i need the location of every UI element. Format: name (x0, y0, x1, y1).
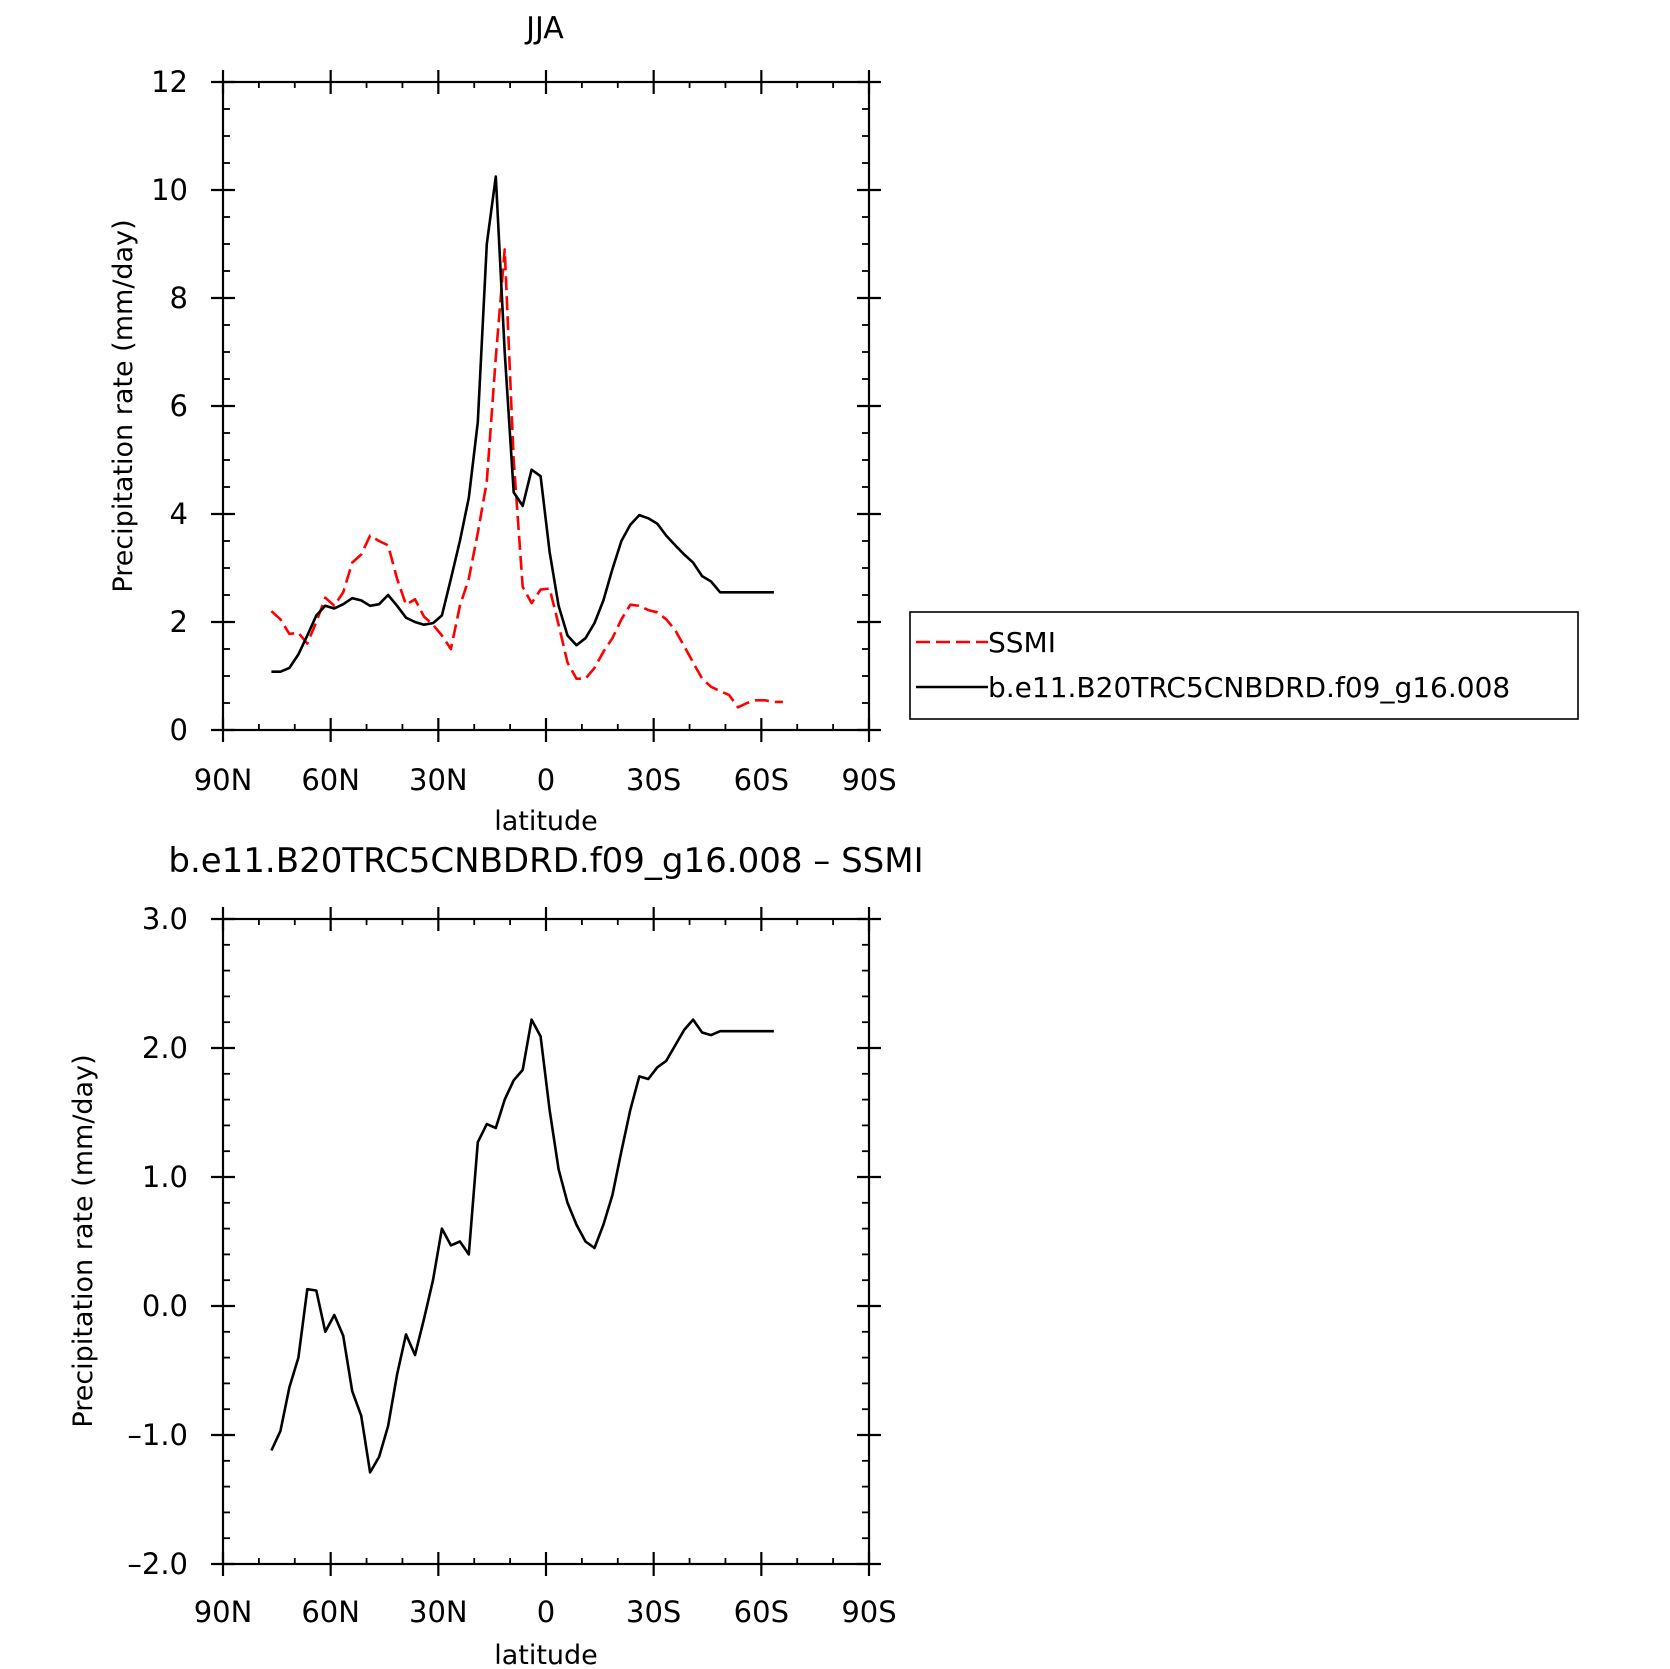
top-y-tick-label: 0 (170, 713, 188, 747)
bottom-panel: b.e11.B20TRC5CNBDRD.f09_g16.008 – SSMI 9… (68, 841, 924, 1669)
top-y-tick-label: 4 (170, 497, 188, 531)
top-plot-frame (221, 80, 871, 732)
bottom-y-tick-label: 1.0 (142, 1160, 188, 1194)
top-y-axis-label: Precipitation rate (mm/day) (108, 219, 139, 592)
bottom-x-tick-label: 90N (194, 1595, 253, 1629)
top-x-tick-label: 30S (626, 763, 681, 797)
top-y-tick-label: 2 (170, 605, 188, 639)
bottom-x-tick-labels: 90N 60N 30N 0 30S 60S 90S (194, 1595, 897, 1629)
top-series-line-0 (270, 248, 783, 709)
bottom-series-line-0 (270, 1018, 774, 1474)
top-x-tick-label: 0 (537, 763, 555, 797)
bottom-x-tick-label: 30S (626, 1595, 681, 1629)
bottom-x-tick-label: 0 (537, 1595, 555, 1629)
top-panel: JJA 90N 60N 30N 0 30S 60S 90S 0 2 4 6 8 10 12 latitu… (108, 11, 897, 837)
bottom-x-tick-label: 60S (734, 1595, 789, 1629)
top-x-tick-labels: 90N 60N 30N 0 30S 60S 90S (194, 763, 897, 797)
top-x-tick-label: 90S (841, 763, 896, 797)
bottom-series-lines (270, 1018, 774, 1474)
legend-label-ssmi: SSMI (988, 626, 1056, 659)
bottom-x-tick-label: 60N (301, 1595, 360, 1629)
top-y-tick-labels: 0 2 4 6 8 10 12 (151, 65, 188, 747)
top-x-axis-label: latitude (494, 806, 598, 837)
bottom-y-tick-label: –2.0 (127, 1547, 188, 1581)
bottom-plot-frame (221, 917, 871, 1566)
legend-label-model: b.e11.B20TRC5CNBDRD.f09_g16.008 (988, 671, 1510, 704)
top-series-lines (270, 175, 783, 709)
top-series-line-1 (271, 175, 774, 674)
top-x-tick-label: 30N (409, 763, 468, 797)
bottom-y-tick-label: –1.0 (127, 1418, 188, 1452)
top-x-tick-label: 60S (734, 763, 789, 797)
bottom-y-tick-label: 0.0 (142, 1289, 188, 1323)
legend-box (909, 611, 1579, 720)
top-y-tick-label: 10 (151, 173, 188, 207)
bottom-y-axis-label: Precipitation rate (mm/day) (68, 1054, 99, 1427)
top-y-tick-label: 6 (170, 389, 188, 423)
bottom-y-tick-label: 2.0 (142, 1031, 188, 1065)
top-x-tick-label: 90N (194, 763, 253, 797)
top-axis-ticks (211, 70, 881, 742)
bottom-axis-ticks (211, 907, 881, 1576)
top-chart-title: JJA (524, 11, 564, 46)
bottom-chart-title: b.e11.B20TRC5CNBDRD.f09_g16.008 – SSMI (168, 841, 923, 881)
top-x-tick-label: 60N (301, 763, 360, 797)
bottom-y-tick-labels: –2.0 –1.0 0.0 1.0 2.0 3.0 (127, 902, 188, 1581)
bottom-y-tick-label: 3.0 (142, 902, 188, 936)
bottom-x-tick-label: 90S (841, 1595, 896, 1629)
top-y-tick-label: 8 (170, 281, 188, 315)
bottom-x-tick-label: 30N (409, 1595, 468, 1629)
top-y-tick-label: 12 (151, 65, 188, 99)
legend: SSMI b.e11.B20TRC5CNBDRD.f09_g16.008 (909, 611, 1579, 720)
bottom-x-axis-label: latitude (494, 1640, 598, 1669)
